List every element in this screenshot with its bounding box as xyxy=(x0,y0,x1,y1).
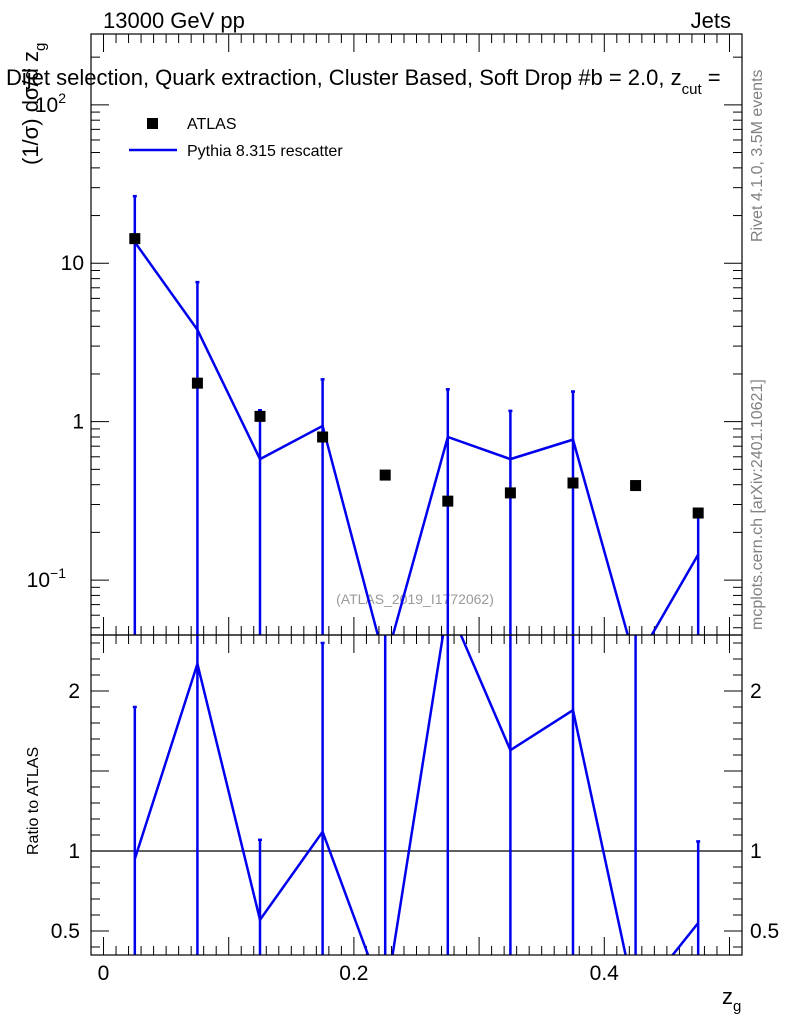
atlas-data-point xyxy=(504,487,516,499)
atlas-data-point xyxy=(191,377,203,389)
main-y-tick-label: 10 xyxy=(61,252,84,275)
legend: ATLAS Pythia 8.315 rescatter xyxy=(129,116,343,160)
ratio-y-tick-label-right: 0.5 xyxy=(750,920,779,943)
pythia-line xyxy=(133,241,700,635)
atlas-data-point xyxy=(567,477,579,489)
main-plot-area xyxy=(129,194,704,635)
atlas-data-point xyxy=(379,469,391,481)
x-axis-title: zg xyxy=(722,984,741,1015)
plot-title: Dijet selection, Quark extraction, Clust… xyxy=(6,65,721,98)
ratio-y-axis-title: Ratio to ATLAS xyxy=(25,747,42,855)
main-y-axis-title: (1/σ) dσ/d zg xyxy=(18,43,49,165)
atlas-data-point xyxy=(317,431,329,443)
main-axis-ticks: 10−1 1 10 102 xyxy=(27,34,742,635)
ratio-y-tick-label: 2 xyxy=(68,680,80,703)
main-y-tick-label: 102 xyxy=(35,90,66,117)
x-tick-label: 0.2 xyxy=(339,962,368,985)
energy-label: 13000 GeV pp xyxy=(103,8,245,33)
x-tick-label: 0.4 xyxy=(590,962,620,985)
ratio-y-tick-label: 1 xyxy=(68,840,80,863)
ratio-plot-area xyxy=(91,635,742,955)
ratio-axis-ticks: 0 0.2 0.4 0.5 0.5 1 1 2 2 xyxy=(51,635,779,985)
atlas-data-point xyxy=(692,507,704,519)
atlas-data-point xyxy=(129,233,141,245)
legend-label-atlas: ATLAS xyxy=(187,116,237,133)
ratio-y-tick-label: 0.5 xyxy=(51,920,80,943)
rivet-version-label: Rivet 4.1.0, 3.5M events xyxy=(749,69,766,242)
category-label: Jets xyxy=(691,8,731,33)
atlas-data-point xyxy=(442,495,454,507)
x-tick-label: 0 xyxy=(98,962,110,985)
analysis-id-watermark: (ATLAS_2019_I1772062) xyxy=(336,591,494,607)
legend-marker-atlas xyxy=(147,118,158,129)
legend-label-pythia: Pythia 8.315 rescatter xyxy=(187,143,343,160)
atlas-data-point xyxy=(254,410,266,422)
mcplots-label: mcplots.cern.ch [arXiv:2401.10621] xyxy=(749,379,766,630)
ratio-y-tick-label-right: 2 xyxy=(750,680,762,703)
main-y-tick-label: 1 xyxy=(72,411,84,434)
ratio-pythia-line xyxy=(133,635,700,955)
main-y-tick-label: 10−1 xyxy=(27,565,67,592)
atlas-data-point xyxy=(630,480,642,492)
ratio-y-tick-label-right: 1 xyxy=(750,840,762,863)
ratio-panel-frame xyxy=(90,634,743,956)
